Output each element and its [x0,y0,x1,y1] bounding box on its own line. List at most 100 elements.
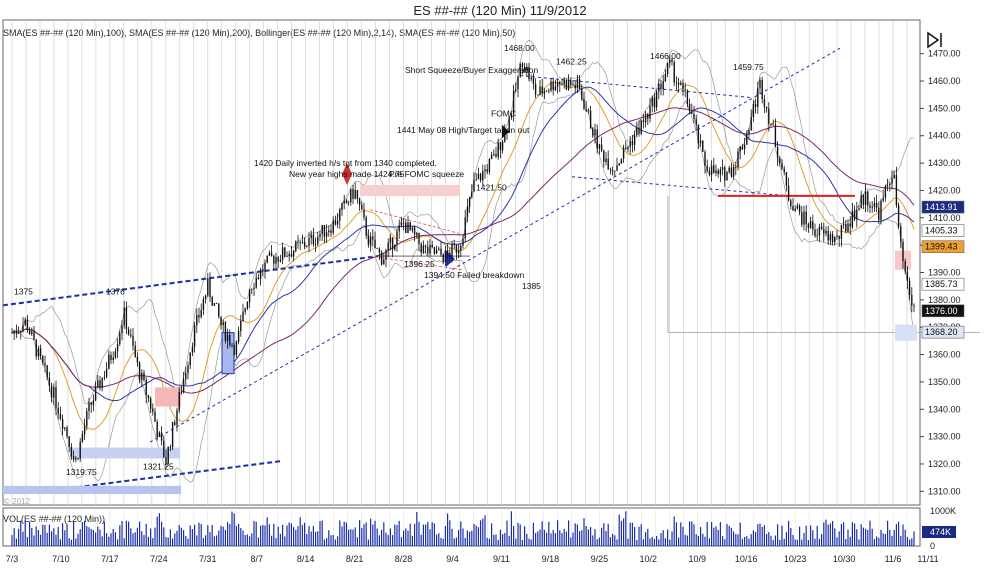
volume-bar [308,526,310,546]
candle-body [103,377,106,378]
candle-body [288,253,290,257]
candle-body [585,109,587,111]
volume-bar [15,538,17,546]
candle-body [59,413,62,419]
volume-bar [673,516,675,546]
candle-body [306,246,308,247]
x-tick-label: 10/23 [784,554,807,564]
volume-bar [904,529,906,546]
y-tick-label: 1470.00 [928,49,961,59]
candles [11,54,915,469]
volume-bar [563,528,565,546]
candle-body [191,346,194,353]
trendline-upper [2,255,379,307]
candle-body [475,179,477,181]
volume-bar [268,524,270,546]
volume-bar [75,538,77,546]
volume-bar [18,528,20,546]
candle-body [411,227,414,231]
volume-bar [488,538,490,546]
candle-body [295,241,297,251]
volume-bar [44,525,46,546]
volume-bar [132,533,134,546]
volume-bar [587,529,589,546]
volume-bar [139,521,141,546]
volume-bar [202,538,204,546]
candle-body [515,89,517,91]
price-tag-label: 1385.73 [925,279,958,289]
candle-body [163,440,165,458]
candle-body [332,220,334,233]
volume-bar [295,529,297,546]
candle-body [466,206,469,218]
candle-body [713,165,715,174]
x-tick-label: 7/31 [199,554,217,564]
volume-bar [651,536,653,546]
candle-body [202,299,205,310]
candle-body [812,221,814,230]
candle-body [237,331,240,342]
annotation-label: Pre FOMC squeeze [389,169,464,179]
candle-body [759,80,761,89]
volume-bar [519,524,521,546]
volume-bar [541,521,543,546]
candle-body [873,203,876,207]
price-pane [2,19,921,506]
x-tick-label: 7/10 [52,554,70,564]
volume-bar [211,525,213,546]
vol-tick-label: 474K [930,527,951,537]
volume-bar [629,522,631,546]
volume-bar [90,528,92,546]
candle-body [141,372,143,381]
cursor-icon[interactable] [924,30,946,49]
candle-body [70,447,73,457]
candle-body [90,402,92,405]
candle-body [418,232,420,245]
volume-bar [431,522,433,546]
candle-body [794,208,796,211]
candle-body [622,147,625,159]
volume-bar [858,539,860,546]
candle-body [594,129,596,136]
candle-body [145,379,147,396]
candle-body [607,158,609,170]
volume-bar [581,530,583,546]
volume-bar [634,526,636,546]
candle-body [125,307,128,330]
volume-bar [893,530,895,546]
candle-body [400,222,403,226]
volume-bar [829,523,831,546]
candle-body [464,217,466,239]
volume-bar [178,525,180,546]
volume-bar [669,539,671,546]
volume-bar [741,538,743,546]
volume-bar [827,524,829,546]
volume-bar [227,522,229,546]
candle-body [805,211,807,225]
candle-body [719,169,722,175]
volume-bar [664,538,666,546]
candle-body [816,235,818,237]
candle-body [222,322,224,326]
candle-body [405,222,407,233]
volume-bar [145,523,147,546]
volume-bar [900,536,902,546]
volume-bar [746,536,748,546]
wedge-top [369,209,463,235]
volume-bar [497,539,499,546]
volume-bar [180,527,182,546]
candle-body [233,345,235,355]
candle-body [911,295,913,306]
candle-body [127,329,130,335]
candle-body [292,250,295,257]
x-tick-label: 10/2 [640,554,658,564]
volume-bar [517,522,519,546]
volume-bar [359,520,361,546]
volume-bar [341,526,343,546]
volume-bar [706,522,708,546]
x-tick-label: 9/25 [591,554,609,564]
candle-body [468,196,471,207]
candle-body [629,140,631,148]
candle-body [121,325,123,334]
